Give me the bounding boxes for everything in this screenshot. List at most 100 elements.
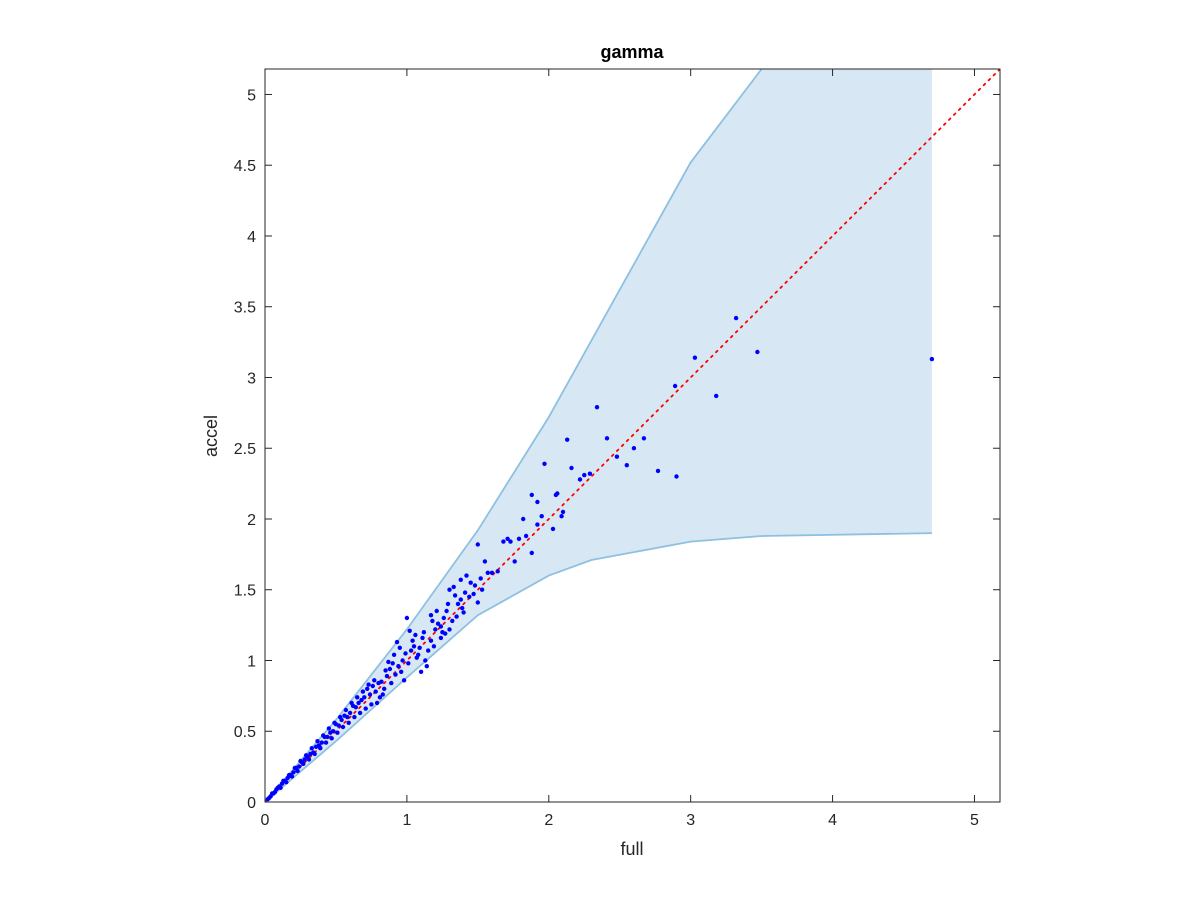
data-point — [389, 680, 394, 686]
data-point — [275, 785, 280, 790]
y-tick-label: 4.5 — [234, 158, 256, 175]
data-point — [298, 758, 303, 764]
data-point — [374, 700, 380, 706]
data-point — [312, 751, 317, 757]
data-point — [482, 559, 488, 564]
data-point — [363, 706, 368, 711]
x-axis-label: full — [620, 839, 643, 859]
data-point — [447, 627, 452, 632]
data-point — [376, 680, 381, 686]
data-point — [269, 791, 275, 796]
data-point — [286, 772, 292, 778]
data-point — [755, 349, 760, 355]
data-point — [417, 645, 422, 650]
data-point — [267, 795, 272, 800]
data-point — [428, 613, 434, 618]
data-point — [295, 768, 300, 774]
data-point — [313, 744, 319, 749]
data-point — [403, 651, 408, 656]
data-point — [455, 601, 461, 607]
data-point — [458, 577, 463, 582]
data-point — [382, 686, 387, 691]
data-point — [404, 615, 410, 621]
data-point — [340, 724, 346, 730]
data-points-layer — [265, 315, 935, 802]
data-point — [714, 393, 719, 399]
data-point — [347, 710, 353, 716]
data-point — [329, 736, 334, 741]
data-point — [516, 536, 522, 541]
data-point — [550, 526, 556, 532]
data-point — [302, 757, 307, 762]
y-tick-label: 0 — [247, 795, 256, 812]
data-point — [291, 770, 296, 775]
data-point — [408, 648, 414, 653]
data-point — [338, 714, 343, 720]
data-point — [346, 720, 351, 725]
data-point — [400, 658, 405, 663]
data-point — [410, 638, 415, 643]
data-point — [418, 669, 424, 674]
data-point — [411, 644, 417, 649]
data-point — [323, 740, 329, 745]
y-tick-label: 2 — [247, 512, 256, 529]
data-point — [306, 757, 312, 762]
data-point — [582, 472, 587, 478]
data-point — [447, 587, 452, 592]
tick-labels: 0 1 2 3 4 5 0 0.5 1 1.5 2 2.5 3 3.5 4 4.5 5 — [234, 87, 979, 829]
data-point — [308, 751, 313, 757]
data-point — [555, 491, 560, 496]
data-point — [523, 533, 529, 539]
data-point — [529, 492, 534, 498]
data-point — [458, 597, 463, 602]
data-point — [521, 516, 526, 522]
data-point — [631, 446, 637, 451]
data-point — [359, 697, 364, 703]
data-point — [559, 514, 564, 519]
data-point — [604, 436, 610, 441]
data-point — [384, 673, 390, 679]
data-point — [355, 695, 360, 700]
data-point — [501, 539, 506, 544]
data-point — [674, 474, 679, 479]
data-point — [394, 639, 400, 645]
data-point — [594, 405, 600, 410]
data-point — [641, 436, 647, 441]
data-point — [569, 465, 574, 471]
data-point — [406, 661, 411, 666]
data-point — [362, 695, 367, 700]
data-point — [512, 559, 517, 564]
x-tick-label: 3 — [686, 812, 695, 829]
x-tick-label: 0 — [261, 812, 270, 829]
data-point — [360, 689, 366, 694]
data-point — [461, 610, 466, 615]
data-point — [505, 536, 510, 541]
data-point — [397, 645, 402, 650]
y-tick-label: 2.5 — [234, 441, 256, 458]
data-point — [444, 608, 449, 614]
data-point — [292, 765, 297, 771]
band-lower-edge — [265, 532, 932, 802]
data-point — [450, 618, 455, 624]
data-point — [565, 437, 570, 442]
data-point — [467, 594, 472, 599]
data-point — [387, 666, 393, 672]
data-point — [454, 614, 459, 619]
data-point — [396, 664, 401, 669]
chart-title: gamma — [600, 42, 664, 62]
data-point — [369, 702, 374, 707]
data-point — [318, 746, 323, 751]
data-point — [434, 608, 439, 614]
data-point — [386, 659, 391, 665]
data-point — [475, 600, 480, 605]
x-tick-label: 4 — [828, 812, 837, 829]
data-point — [421, 630, 427, 635]
data-point — [373, 689, 378, 694]
y-tick-label: 3 — [247, 370, 256, 387]
confidence-band-layer — [265, 69, 932, 802]
data-point — [315, 739, 320, 744]
data-point — [478, 576, 483, 581]
data-point — [426, 648, 431, 653]
data-point — [365, 686, 370, 691]
